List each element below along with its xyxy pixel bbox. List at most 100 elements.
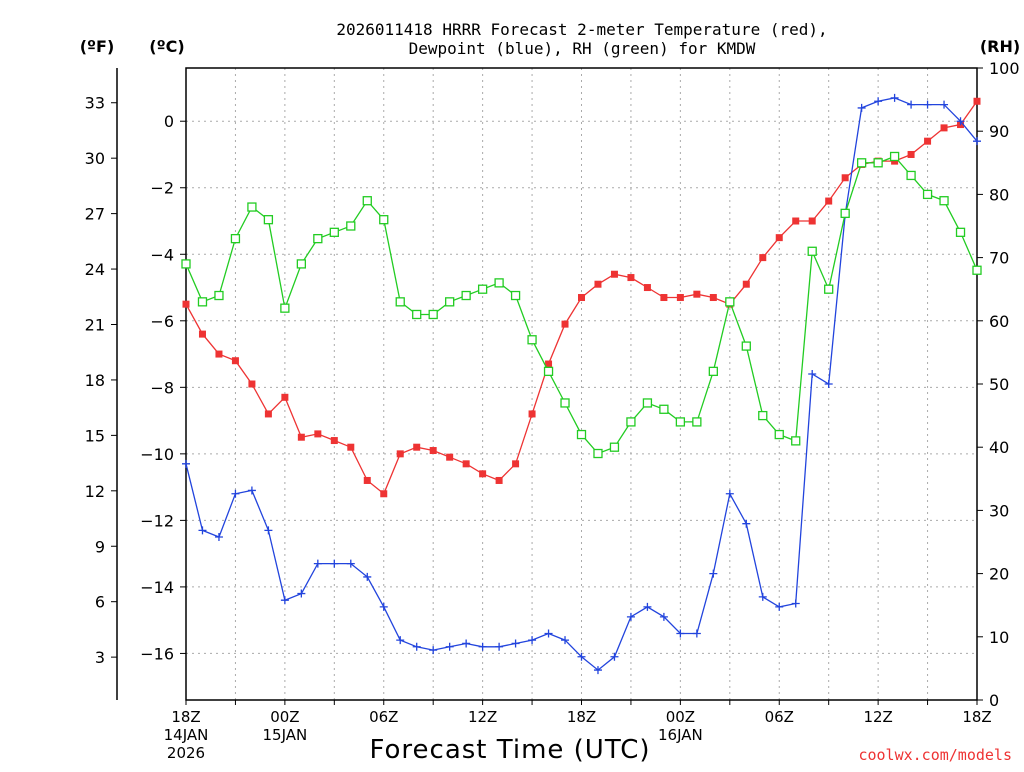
relative_humidity-point [659,404,669,414]
dewpoint-point [874,97,883,106]
rh-tick-label: 20 [989,565,1009,584]
x-tick-label: 2026 [167,744,205,762]
relative_humidity-point [477,284,488,294]
relative_humidity-point [197,297,208,307]
relative_humidity-point [181,259,191,269]
relative_humidity-point [313,233,323,244]
fahrenheit-tick-label: 33 [85,94,105,113]
dewpoint-point [198,526,207,535]
relative_humidity-point [609,442,620,452]
temperature-point [676,294,684,302]
dewpoint-point [182,459,190,468]
dewpoint-point [313,559,322,568]
temperature-point [231,357,239,365]
credit-link[interactable]: coolwx.com/models [858,746,1012,764]
dewpoint-point [775,602,784,611]
temperature-point [330,437,338,445]
dewpoint-point [412,642,421,651]
temperature-point [495,476,503,484]
chart-title-line1: 2026011418 HRRR Forecast 2-meter Tempera… [336,20,827,39]
temperature-point [363,476,371,484]
x-tick-label: 00Z [666,708,695,726]
relative_humidity-point [230,233,241,244]
temperature-point [825,197,833,205]
relative_humidity-point [280,303,290,313]
relative_humidity-point [626,417,636,427]
relative_humidity-point [856,158,867,168]
rh-unit-label: (RH) [980,37,1020,56]
relative_humidity-point [494,278,504,288]
relative_humidity-point [840,208,850,219]
dewpoint-point [478,642,487,651]
relative_humidity-point [379,215,389,225]
dewpoint-point [330,559,339,568]
relative_humidity-point [346,221,356,231]
relative_humidity-point [576,429,587,440]
dewpoint-point [890,93,899,102]
temperature-point [462,460,470,468]
fahrenheit-unit-label: (ºF) [80,37,115,56]
dewpoint-point [528,636,537,645]
temperature-point [198,330,206,338]
fahrenheit-tick-label: 24 [85,260,105,279]
dewpoint-point [462,639,471,648]
relative_humidity-point [675,417,686,427]
fahrenheit-tick-label: 9 [95,537,105,556]
dewpoint-point [659,612,668,621]
fahrenheit-tick-label: 15 [85,426,105,445]
x-tick-label: 12Z [863,708,892,726]
x-tick-label: 18Z [962,708,991,726]
temperature-point [742,280,750,288]
temperature-point [808,217,816,225]
relative_humidity-point [247,202,257,212]
relative_humidity-point [263,215,274,225]
temperature-point [281,393,289,401]
celsius-tick-label: −10 [140,445,174,464]
celsius-unit-label: (ºC) [149,37,184,56]
dewpoint-point [808,370,817,379]
x-axis-label: Forecast Time (UTC) [369,735,650,765]
rh-tick-label: 100 [989,59,1020,78]
dewpoint-point [940,100,949,109]
relative_humidity-point [906,170,916,181]
dewpoint-point [495,642,504,651]
temperature-point [561,320,569,328]
temperature-point [627,274,635,282]
relative_humidity-point [758,410,768,421]
dewpoint-point [363,572,372,581]
temperature-point [891,157,899,165]
x-tick-label: 15JAN [263,726,308,744]
celsius-tick-label: −6 [150,312,174,331]
dewpoint-point [824,380,833,388]
temperature-point [413,443,421,451]
rh-tick-label: 40 [989,438,1009,457]
dewpoint-point [676,629,685,638]
celsius-tick-label: −14 [140,578,174,597]
relative_humidity-point [824,284,834,294]
temperature-point [215,350,223,358]
dewpoint-point [561,636,570,645]
relative_humidity-point [807,246,817,256]
relative_humidity-point [725,297,735,307]
relative_humidity-point [642,398,653,408]
fahrenheit-tick-label: 21 [85,315,105,334]
dewpoint-point [643,602,652,611]
relative_humidity-point [791,436,801,446]
relative_humidity-point [527,335,537,345]
celsius-tick-label: 0 [164,112,174,131]
rh-tick-label: 10 [989,628,1009,647]
relative_humidity-point [955,227,966,237]
chart-title-line2: Dewpoint (blue), RH (green) for KMDW [409,39,756,58]
temperature-point [594,280,602,288]
x-tick-label: 18Z [567,708,596,726]
celsius-tick-label: −12 [140,511,174,530]
dewpoint-point [973,137,981,146]
x-tick-label: 06Z [369,708,398,726]
fahrenheit-tick-label: 30 [85,149,105,168]
x-tick-label: 06Z [765,708,794,726]
dewpoint-point [544,629,553,638]
rh-tick-label: 90 [989,122,1009,141]
dewpoint-point [577,652,586,661]
temperature-point [545,360,553,368]
